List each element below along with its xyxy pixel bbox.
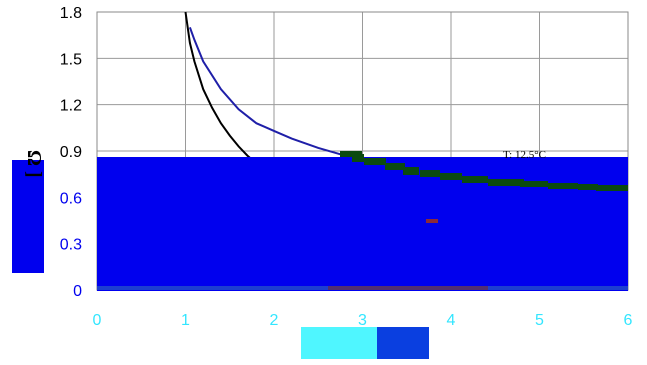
marker-dot [426,219,438,223]
overlay-left-block [12,160,44,273]
y-tick-label: 1.8 [60,5,82,22]
curves [184,11,346,165]
legend-swatch-blue [377,327,429,359]
y-tick-labels: 0 0.3 0.6 0.9 1.2 1.5 1.8 [60,5,82,300]
marker-block-6 [440,173,462,180]
x-tick-labels: 0 1 2 3 4 5 6 [93,312,633,329]
marker-block-9 [520,181,548,187]
marker-block-4 [403,167,419,175]
y-tick-label: 0.9 [60,144,82,161]
y-tick-label: 0.3 [60,237,82,254]
annotation-temperature: T: 12.5°C [503,149,546,161]
overlay [12,151,628,359]
series-line-0 [184,11,257,165]
marker-block-5 [420,170,440,177]
x-tick-label: 5 [535,312,544,329]
marker-block-0 [340,151,362,157]
x-tick-label: 2 [270,312,279,329]
legend-swatch-cyan [301,327,377,359]
x-tick-label: 0 [93,312,102,329]
x-tick-label: 3 [358,312,367,329]
series-line-1 [188,27,346,157]
noise-strip [328,286,488,290]
x-tick-label: 6 [624,312,633,329]
marker-block-1 [352,154,364,162]
y-tick-label: 0.6 [60,190,82,207]
marker-block-10 [548,183,578,189]
x-tick-label: 4 [447,312,456,329]
overlay-region [97,157,628,291]
marker-block-11 [578,184,598,190]
x-tick-label: 1 [181,312,190,329]
y-axis-label: Ω ] [23,150,45,178]
marker-block-8 [488,179,524,186]
marker-block-2 [364,158,386,165]
marker-block-12 [596,185,628,191]
marker-block-3 [385,163,405,170]
marker-block-7 [462,176,488,183]
y-tick-label: 0 [73,283,82,300]
y-tick-label: 1.2 [60,98,82,115]
y-tick-label: 1.5 [60,51,82,68]
